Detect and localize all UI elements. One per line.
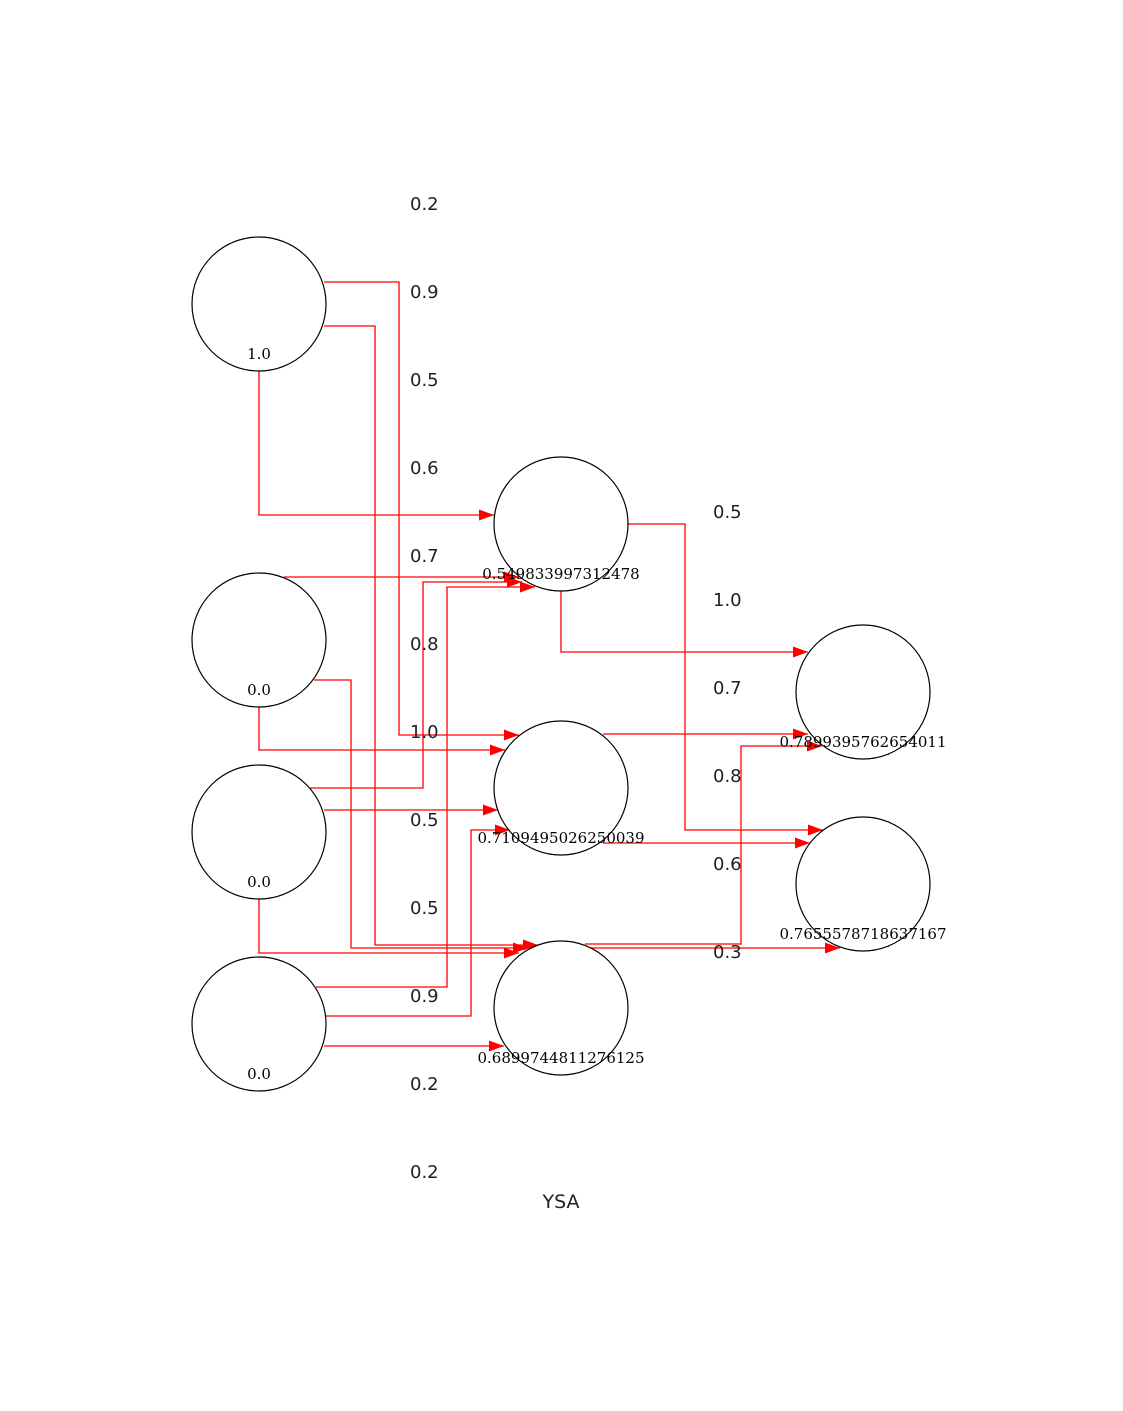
node-value: 0.6899744811276125 — [477, 1049, 644, 1067]
weight-labels-input-hidden: 0.2 0.9 0.5 0.6 0.7 0.8 1.0 0.5 0.5 0.9 … — [410, 194, 439, 1183]
weight-label: 0.2 — [410, 1162, 439, 1183]
arrowhead — [504, 947, 519, 959]
connection-edge — [316, 586, 535, 988]
arrowhead — [507, 576, 522, 588]
weight-label: 0.5 — [410, 810, 439, 831]
output-node: 0.7655578718637167 — [779, 816, 947, 952]
hidden-node: 0.6899744811276125 — [477, 940, 645, 1076]
weight-label: 0.7 — [410, 546, 439, 567]
arrowhead — [520, 581, 535, 593]
weight-label: 0.9 — [410, 282, 439, 303]
weight-label: 0.6 — [410, 458, 439, 479]
hidden-node: 0.549833997312478 — [482, 456, 640, 592]
weight-label: 1.0 — [410, 722, 439, 743]
connection-edge — [560, 591, 808, 653]
arrowhead — [793, 728, 808, 740]
node-value: 0.0 — [247, 1065, 271, 1083]
arrowhead — [825, 942, 840, 954]
weight-label: 0.5 — [410, 898, 439, 919]
weight-label: 0.2 — [410, 1074, 439, 1095]
connection-edge — [258, 707, 505, 751]
connection-edge — [258, 371, 494, 516]
input-node: 1.0 — [191, 236, 327, 372]
connection-edge — [585, 745, 822, 945]
weight-label: 0.7 — [713, 678, 742, 699]
arrowhead — [495, 824, 510, 836]
connection-edges — [258, 281, 840, 1052]
hidden-node: 0.7109495026250039 — [477, 720, 645, 856]
connection-edge — [628, 523, 823, 831]
arrowhead — [513, 942, 528, 954]
connection-edge — [258, 899, 519, 954]
weight-label: 0.8 — [410, 634, 439, 655]
arrowhead — [479, 509, 494, 521]
arrowhead — [808, 824, 823, 836]
weight-label: 0.8 — [713, 766, 742, 787]
node-value: 0.7109495026250039 — [477, 829, 644, 847]
weight-label: 0.6 — [713, 854, 742, 875]
weight-labels-hidden-output: 0.5 1.0 0.7 0.8 0.6 0.3 — [713, 502, 742, 963]
weight-label: 1.0 — [713, 590, 742, 611]
output-node: 0.7899395762654011 — [779, 624, 947, 760]
arrowhead — [483, 804, 498, 816]
weight-label: 0.3 — [713, 942, 742, 963]
node-value: 1.0 — [247, 345, 271, 363]
weight-label: 0.9 — [410, 986, 439, 1007]
connection-edge — [314, 679, 528, 949]
weight-label: 0.5 — [410, 370, 439, 391]
weight-label: 0.5 — [713, 502, 742, 523]
node-value: 0.0 — [247, 681, 271, 699]
input-node: 0.0 — [191, 764, 327, 900]
arrowhead — [807, 740, 822, 752]
weight-label: 0.2 — [410, 194, 439, 215]
input-node: 0.0 — [191, 572, 327, 708]
input-node: 0.0 — [191, 956, 327, 1092]
node-value: 0.0 — [247, 873, 271, 891]
arrowhead — [490, 744, 505, 756]
arrowhead — [504, 729, 519, 741]
arrowhead — [793, 646, 808, 658]
node-value: 0.7655578718637167 — [779, 925, 946, 943]
connection-edge — [324, 325, 538, 946]
connection-edge — [326, 829, 510, 1017]
connection-edge — [310, 581, 522, 789]
arrowhead — [795, 837, 810, 849]
arrowhead — [489, 1040, 504, 1052]
connection-edge — [324, 281, 519, 736]
node-value: 0.549833997312478 — [482, 565, 639, 583]
diagram-title: YSA — [541, 1191, 579, 1213]
node-value: 0.7899395762654011 — [779, 733, 946, 751]
